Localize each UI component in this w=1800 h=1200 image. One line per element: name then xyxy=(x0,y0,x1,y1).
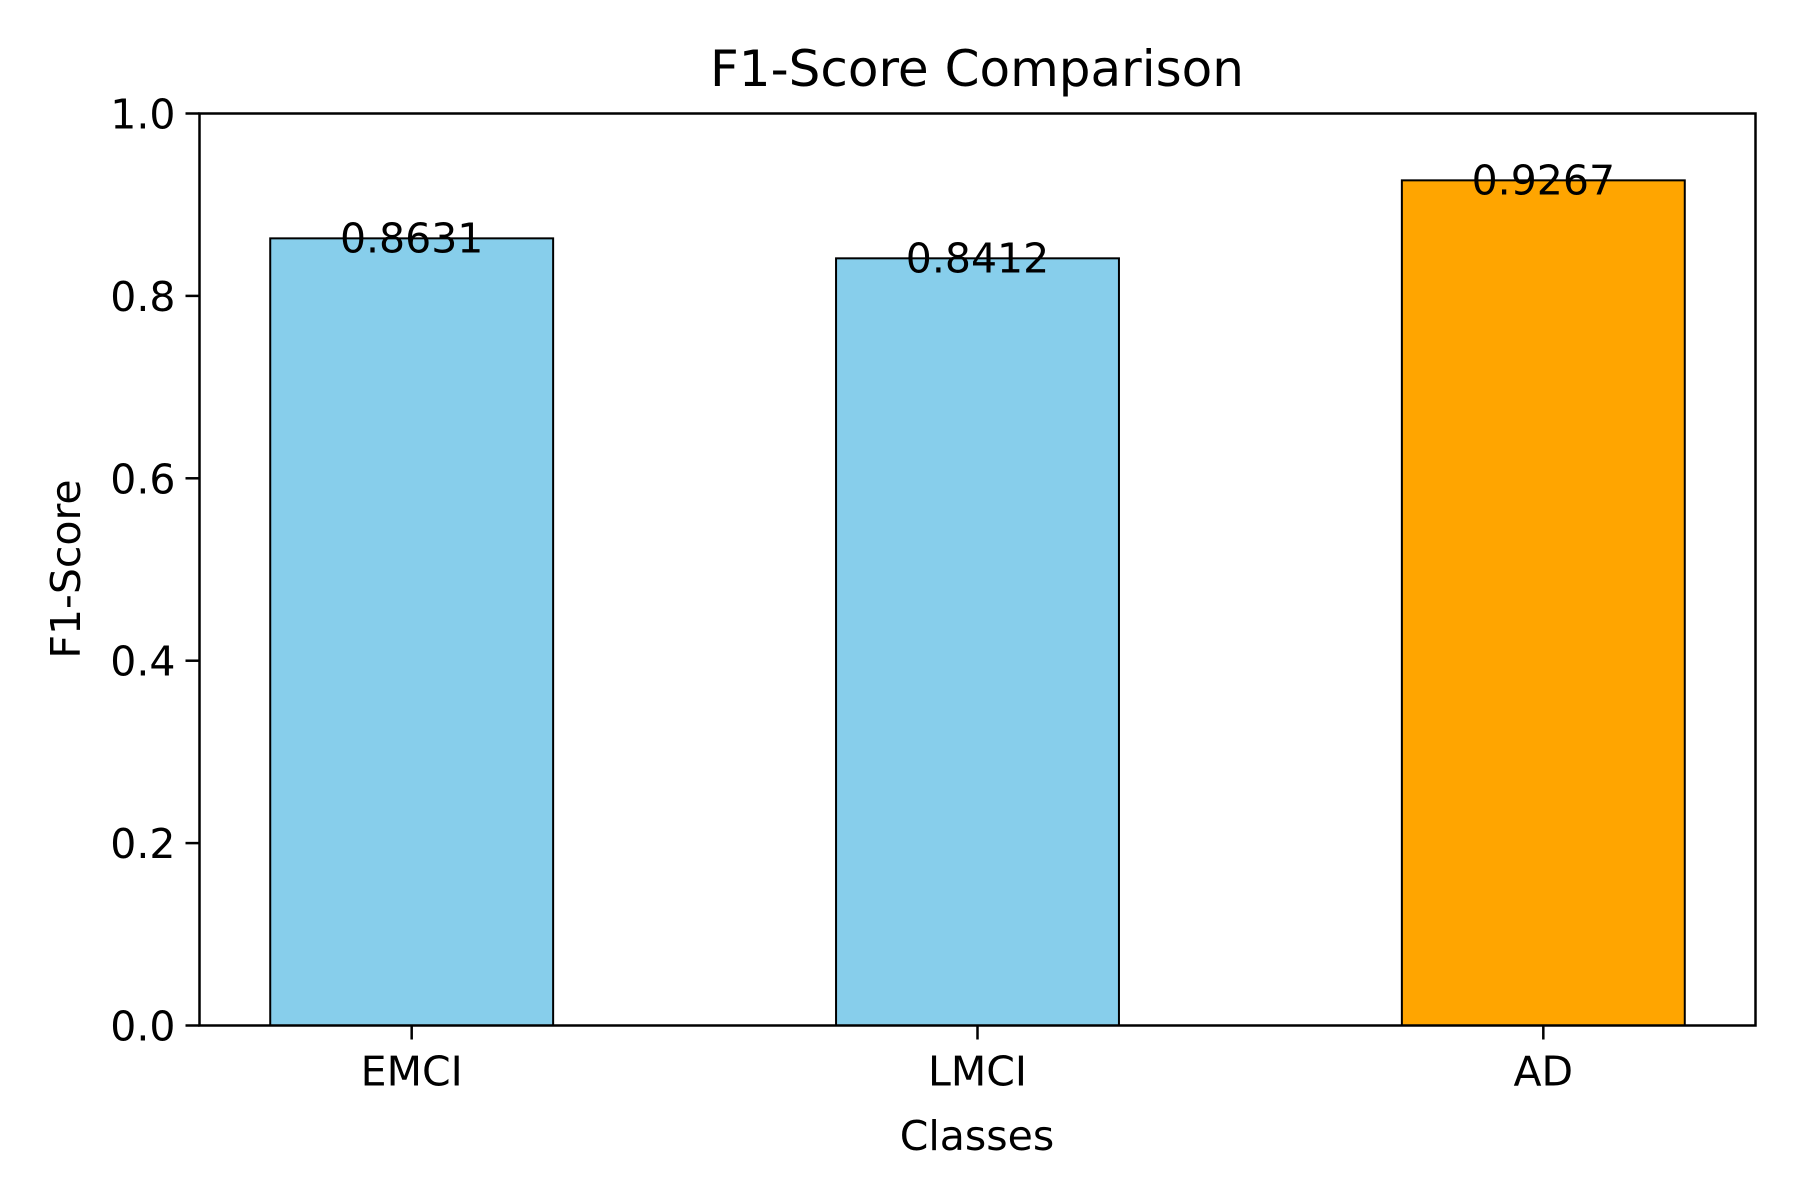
bar-value-label: 0.8631 xyxy=(340,214,483,262)
bar-emci xyxy=(269,237,555,1027)
bar-value-label: 0.8412 xyxy=(906,234,1049,282)
y-tick-label: 0.2 xyxy=(110,820,175,868)
bar-lmci xyxy=(835,257,1120,1027)
y-tick-label: 0.6 xyxy=(110,455,175,503)
y-axis-label: F1-Score xyxy=(42,479,90,658)
bar-value-label: 0.9267 xyxy=(1472,156,1615,204)
y-tick-label: 1.0 xyxy=(110,91,175,139)
x-tick-label: AD xyxy=(1514,1048,1574,1096)
bar-ad xyxy=(1400,179,1686,1027)
x-axis-label: Classes xyxy=(900,1112,1054,1160)
y-tick-label: 0.8 xyxy=(110,273,175,321)
x-tick-label: LMCI xyxy=(928,1048,1027,1096)
x-tick-label: EMCI xyxy=(361,1048,463,1096)
y-tick-label: 0.0 xyxy=(110,1003,175,1051)
y-tick-label: 0.4 xyxy=(110,638,175,686)
chart-title: F1-Score Comparison xyxy=(710,40,1244,98)
